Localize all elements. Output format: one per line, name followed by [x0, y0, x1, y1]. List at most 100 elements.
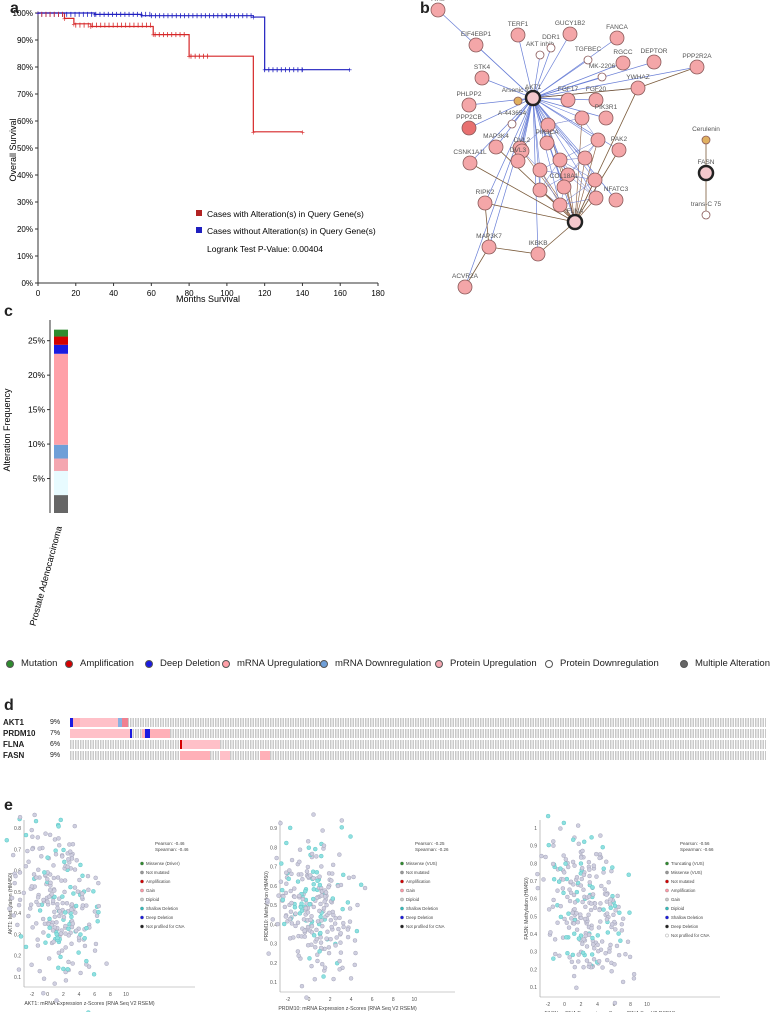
network-edge	[574, 139, 599, 223]
scatter-point	[595, 933, 600, 938]
network-node	[540, 117, 556, 133]
scatter-point	[322, 899, 327, 904]
scatter-point	[589, 901, 594, 906]
scatter-point	[288, 909, 294, 914]
scatter-point	[592, 905, 598, 911]
scatter-y-tick-label: 0.7	[14, 847, 21, 853]
scatter-point	[63, 978, 69, 983]
network-node-label: NFATC3	[604, 186, 629, 193]
scatter-point	[72, 885, 78, 890]
km-y-tick-label: 60%	[17, 117, 33, 126]
scatter-legend-marker	[665, 915, 669, 920]
scatter-point	[60, 900, 65, 906]
network-edge	[559, 159, 597, 199]
scatter-point	[46, 933, 51, 938]
scatter-point	[28, 902, 34, 907]
scatter-point	[66, 857, 71, 862]
scatter-point	[569, 916, 574, 921]
legend-item-protein-upregulation: Protein Upregulation	[435, 658, 537, 669]
scatter-point	[16, 902, 22, 908]
scatter-x-tick-label: -2	[546, 1002, 551, 1008]
network-edge	[469, 97, 534, 164]
network-node-map3k7	[481, 239, 497, 255]
scatter-point	[587, 880, 592, 885]
scatter-point	[69, 914, 74, 920]
scatter-y-tick-label: 0.6	[14, 869, 21, 875]
scatter-legend-label: Shallow Deletion	[146, 906, 179, 911]
legend-swatch-altered	[196, 210, 202, 216]
scatter-point	[580, 941, 585, 947]
oncoprint-alteration	[80, 718, 118, 727]
network-edge	[488, 246, 539, 255]
scatter-point	[572, 931, 577, 936]
scatter-point	[314, 927, 319, 933]
scatter-point	[609, 868, 614, 874]
network-node-nfatc3	[608, 192, 624, 208]
scatter-point	[347, 906, 353, 911]
scatter-point	[310, 869, 316, 874]
scatter-point	[321, 974, 326, 979]
scatter-point	[561, 853, 566, 858]
scatter-point	[319, 864, 324, 869]
scatter-point	[17, 870, 23, 875]
scatter-legend-label: Not profiled for CNA	[671, 933, 710, 938]
scatter-point	[284, 881, 289, 886]
scatter-x-tick-label: 6	[93, 992, 96, 998]
scatter-y-tick-label: 0.7	[530, 879, 537, 885]
scatter-point	[546, 842, 551, 848]
scatter-point	[594, 851, 599, 857]
scatter-legend-label: Missense (VUS)	[671, 870, 703, 875]
scatter-point	[41, 897, 46, 903]
scatter-point	[568, 879, 574, 884]
oncoprint-alteration	[180, 751, 210, 760]
scatter-point	[592, 901, 598, 906]
scatter-point	[299, 983, 305, 989]
network-node-label: trans-C 75	[691, 201, 722, 208]
scatter-point	[75, 889, 81, 894]
scatter-point	[587, 867, 592, 872]
scatter-legend-marker	[140, 888, 144, 893]
scatter-point	[33, 818, 39, 824]
network-edge	[468, 97, 534, 129]
scatter-point	[334, 935, 339, 940]
scatter-point	[574, 874, 580, 880]
network-node-label: ACVR2A	[452, 273, 479, 280]
scatter-point	[287, 868, 292, 873]
scatter-point	[11, 913, 17, 918]
scatter-point	[326, 950, 332, 956]
scatter-legend-marker	[665, 924, 669, 929]
panel-label-a: a	[10, 0, 19, 17]
scatter-point	[287, 916, 293, 922]
scatter-point	[55, 875, 61, 880]
scatter-point	[595, 942, 600, 948]
scatter-point	[311, 887, 316, 892]
scatter-point	[32, 812, 37, 818]
scatter-legend-label: Amplification	[146, 879, 171, 884]
scatter-point	[47, 916, 52, 922]
scatter-y-tick-label: 0.8	[270, 845, 277, 851]
network-node	[532, 182, 548, 198]
scatter-point	[578, 855, 584, 860]
scatter-point	[96, 910, 101, 915]
scatter-point	[604, 859, 609, 864]
scatter-point	[287, 825, 293, 831]
scatter-point	[51, 875, 57, 881]
oncoprint-alteration	[118, 718, 122, 727]
scatter-x-tick-label: -2	[286, 997, 291, 1003]
oncoprint-gene-label: AKT1	[3, 718, 24, 727]
scatter-point	[4, 838, 9, 843]
oncoprint-percent: 7%	[50, 730, 61, 737]
scatter-point	[616, 931, 621, 936]
scatter-point	[304, 995, 309, 1000]
scatter-point	[604, 917, 610, 922]
scatter-point	[29, 884, 35, 889]
scatter-point	[328, 917, 334, 923]
scatter-point	[572, 907, 577, 912]
network-node-atm	[430, 2, 446, 18]
legend-item-mrna-upregulation: mRNA Upregulation	[222, 658, 321, 669]
scatter-point	[560, 886, 566, 891]
network-node-label: TERF1	[508, 21, 529, 28]
legend-item-mutation: Mutation	[6, 658, 57, 669]
oncoprint-alteration	[142, 729, 170, 738]
scatter-point	[288, 888, 293, 894]
